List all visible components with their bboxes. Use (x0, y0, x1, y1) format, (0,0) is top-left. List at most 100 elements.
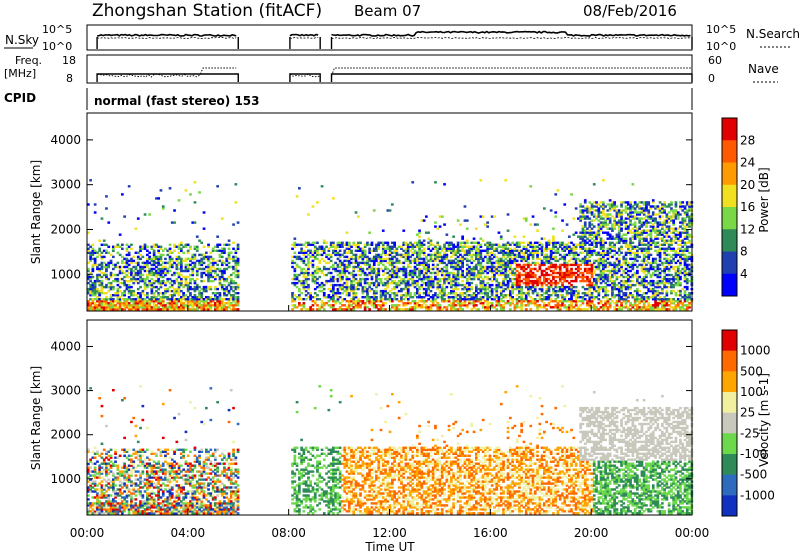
power-cell (141, 292, 145, 295)
power-cell (515, 245, 519, 248)
power-cell (599, 221, 603, 224)
power-cell (583, 215, 587, 218)
power-cell (529, 273, 533, 277)
power-cell (438, 267, 442, 271)
power-cell (411, 251, 415, 254)
power-cell (384, 249, 387, 252)
power-cell (592, 289, 596, 293)
power-cell (198, 298, 201, 301)
power-cell (132, 277, 136, 281)
power-cell (445, 273, 449, 277)
power-cell (588, 235, 592, 238)
power-cell (116, 279, 120, 283)
power-cell (434, 221, 437, 224)
power-cell (332, 265, 335, 269)
power-cell (89, 298, 92, 301)
power-cell (368, 302, 371, 305)
power-cell (322, 308, 326, 311)
power-cell (112, 294, 115, 297)
power-cell (170, 298, 174, 301)
power-cell (300, 292, 303, 295)
power-cell (620, 237, 623, 240)
power-cell (123, 261, 126, 265)
power-cell (395, 304, 399, 307)
power-cell (475, 289, 478, 293)
power-cell (404, 259, 408, 263)
power-cell (450, 281, 453, 285)
power-cell (220, 308, 224, 311)
noise-tick-right-top: 10^5 (706, 23, 736, 36)
power-cell (295, 257, 299, 261)
power-cell (577, 235, 580, 238)
power-cell (295, 273, 299, 277)
power-cell (161, 265, 165, 269)
power-cell (527, 273, 530, 277)
power-cell (475, 304, 478, 307)
power-cell (302, 261, 306, 265)
power-cell (518, 251, 521, 254)
power-cell (121, 193, 124, 196)
power-cell (384, 265, 387, 269)
power-cell (638, 227, 641, 230)
power-cell (184, 189, 188, 192)
power-cell (123, 306, 126, 309)
noise-tick-left-bottom: 10^0 (42, 40, 72, 53)
power-cell (549, 281, 553, 285)
power-cell (642, 213, 646, 216)
power-cell (388, 296, 392, 299)
power-cell (472, 241, 476, 244)
power-cell (565, 279, 569, 283)
power-cell (418, 239, 421, 242)
power-cell (513, 283, 517, 287)
power-cell (574, 271, 578, 275)
power-cell (624, 281, 628, 285)
power-cell (357, 298, 360, 301)
power-cell (205, 269, 208, 273)
power-cell (168, 294, 172, 297)
power-cell (490, 298, 494, 301)
power-cell (631, 294, 635, 297)
power-cell (477, 287, 480, 291)
power-cell (440, 255, 444, 259)
power-cell (332, 308, 335, 311)
power-cell (554, 267, 558, 271)
power-cell (577, 308, 580, 311)
power-cell (416, 251, 419, 254)
power-cell (592, 251, 596, 254)
power-cell (354, 292, 358, 295)
power-cell (568, 304, 571, 307)
power-cell (96, 275, 99, 279)
power-cell (311, 255, 315, 259)
power-cell (456, 300, 460, 303)
power-cell (631, 223, 635, 226)
power-cell (404, 269, 408, 273)
power-cell (354, 300, 358, 303)
power-cell (631, 267, 635, 271)
power-cell (563, 259, 567, 263)
power-cell (336, 253, 340, 257)
power-cell (143, 279, 147, 283)
power-cell (436, 287, 440, 291)
power-cell (581, 247, 585, 250)
power-cell (511, 249, 514, 252)
power-cell (475, 285, 478, 289)
power-cell (404, 279, 408, 283)
power-cell (386, 281, 390, 285)
power-cell (91, 257, 95, 261)
power-cell (556, 247, 560, 250)
power-cell (554, 257, 558, 261)
power-cell (234, 285, 238, 289)
power-cell (168, 281, 172, 285)
power-cell (170, 221, 174, 224)
power-cell (313, 247, 317, 250)
power-cell (502, 263, 505, 267)
power-cell (93, 283, 97, 287)
power-cell (345, 308, 349, 311)
power-cell (615, 269, 619, 273)
power-cell (404, 253, 408, 257)
power-cell (642, 267, 646, 271)
power-cell (570, 289, 573, 293)
power-cell (599, 251, 603, 254)
power-cell (318, 306, 322, 309)
power-cell (549, 257, 553, 261)
